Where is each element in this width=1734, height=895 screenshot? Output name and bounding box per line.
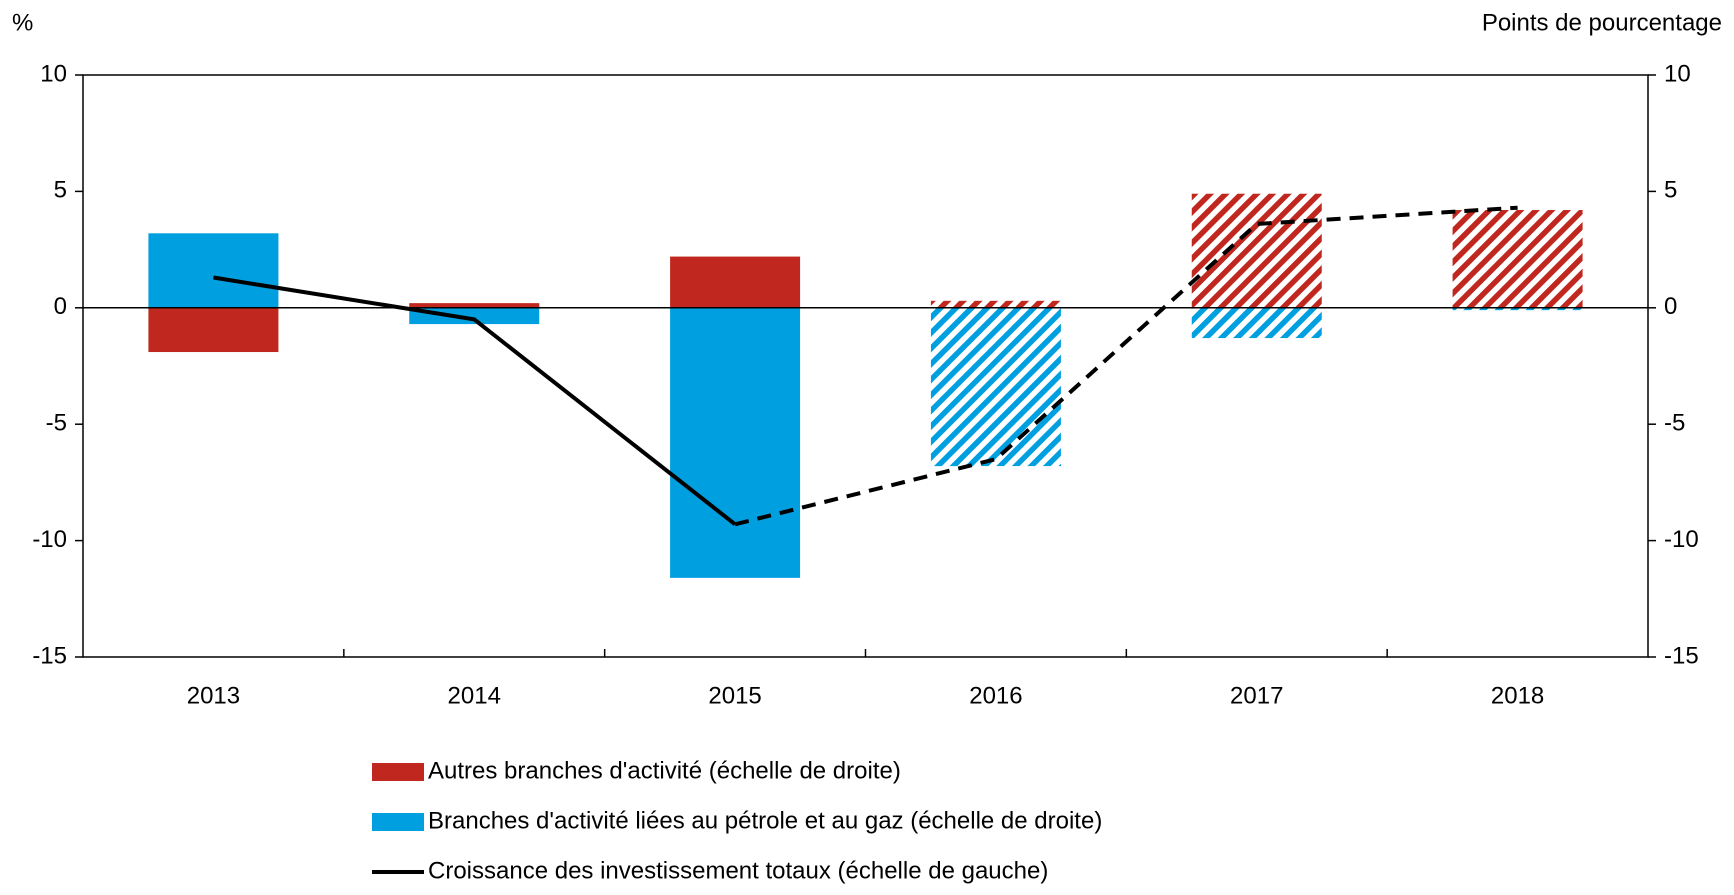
bar <box>1191 193 1322 308</box>
legend-swatch <box>372 763 424 781</box>
bar <box>409 303 540 308</box>
y-tick-label: -10 <box>32 526 67 553</box>
x-tick-label: 2014 <box>448 682 501 709</box>
y-tick-label: 10 <box>40 60 67 87</box>
y2-tick-label: -10 <box>1664 526 1699 553</box>
x-tick-label: 2017 <box>1230 682 1283 709</box>
bar <box>1452 210 1583 308</box>
y2-tick-label: -5 <box>1664 410 1685 437</box>
y2-tick-label: 10 <box>1664 60 1691 87</box>
x-tick-label: 2013 <box>187 682 240 709</box>
x-tick-label: 2015 <box>708 682 761 709</box>
legend-label: Branches d'activité liées au pétrole et … <box>428 807 1102 834</box>
x-tick-label: 2018 <box>1491 682 1544 709</box>
x-tick-label: 2016 <box>969 682 1022 709</box>
y2-tick-label: 0 <box>1664 293 1677 320</box>
bar <box>670 307 801 578</box>
legend-swatch <box>372 813 424 831</box>
bar <box>930 307 1061 467</box>
bar <box>148 307 279 353</box>
line <box>734 205 1518 527</box>
plot-frame <box>82 74 1649 658</box>
y-tick-label: 5 <box>54 177 67 204</box>
bar <box>1191 307 1322 339</box>
bar <box>409 307 540 325</box>
legend-label: Autres branches d'activité (échelle de d… <box>428 757 901 784</box>
legend-label: Croissance des investissement totaux (éc… <box>428 857 1048 884</box>
y2-tick-label: 5 <box>1664 177 1677 204</box>
y-unit-label: % <box>12 9 33 36</box>
y2-unit-label: Points de pourcentage <box>1482 9 1722 36</box>
bar <box>1452 307 1583 311</box>
y2-tick-label: -15 <box>1664 642 1699 669</box>
bar <box>670 256 801 308</box>
y-tick-label: 0 <box>54 293 67 320</box>
bar <box>930 300 1061 308</box>
bar <box>148 233 279 308</box>
line <box>213 275 737 526</box>
y-tick-label: -5 <box>46 410 67 437</box>
y-tick-label: -15 <box>32 642 67 669</box>
